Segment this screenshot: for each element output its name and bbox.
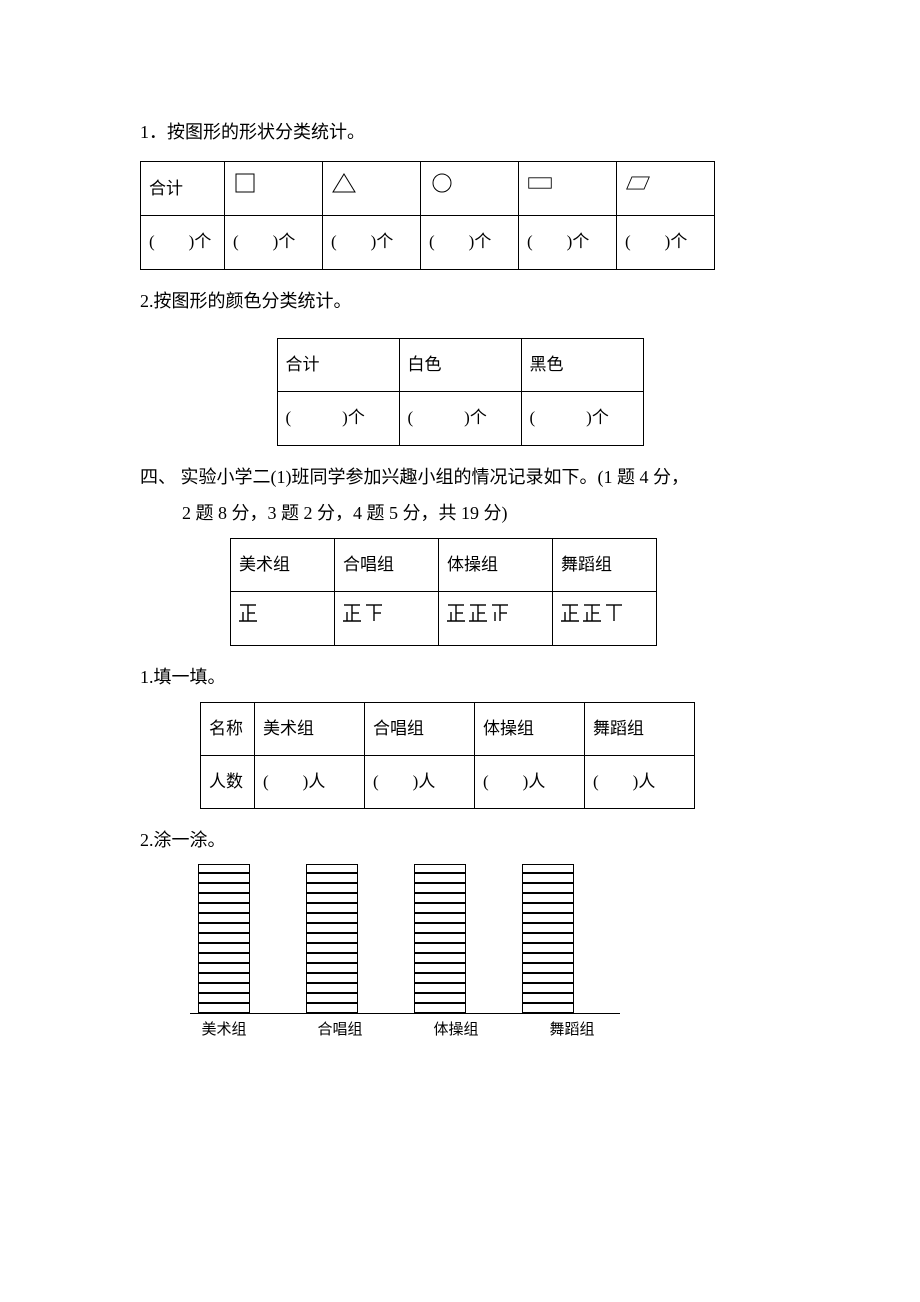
triangle-icon bbox=[331, 172, 357, 194]
q4-tally-3 bbox=[553, 592, 657, 645]
q4-g0: 美术组 bbox=[231, 538, 335, 591]
rectangle-icon bbox=[527, 172, 553, 194]
q2-h-white: 白色 bbox=[399, 338, 521, 391]
q4-s1-blank: ( )人 bbox=[365, 756, 475, 809]
bar-column bbox=[306, 864, 358, 1013]
bar-chart-bars bbox=[190, 864, 620, 1014]
q4-tally-header-row: 美术组 合唱组 体操组 舞蹈组 bbox=[231, 538, 657, 591]
q2-h-heji: 合计 bbox=[277, 338, 399, 391]
q4-sub2-heading: 2.涂一涂。 bbox=[140, 823, 780, 857]
bar-label-0: 美术组 bbox=[190, 1016, 258, 1045]
q1-blank-cell: ( )个 bbox=[323, 216, 421, 269]
square-icon bbox=[233, 172, 259, 194]
q2-table-header-row: 合计 白色 黑色 bbox=[277, 338, 643, 391]
q4-heading-line2: 2 题 8 分，3 题 2 分，4 题 5 分，共 19 分) bbox=[182, 496, 780, 530]
q4-sub1-heading: 1.填一填。 bbox=[140, 660, 780, 694]
q4-g2: 体操组 bbox=[439, 538, 553, 591]
q2-table: 合计 白色 黑色 ( )个 ( )个 ( )个 bbox=[277, 338, 644, 446]
q4-tally-value-row bbox=[231, 592, 657, 645]
q4-s1-name: 名称 bbox=[201, 702, 255, 755]
q1-h-circle bbox=[421, 162, 519, 216]
bar-column bbox=[198, 864, 250, 1013]
q1-h-rect bbox=[519, 162, 617, 216]
q1-blank-cell: ( )个 bbox=[421, 216, 519, 269]
q4-sub1-blank-row: 人数 ( )人 ( )人 ( )人 ( )人 bbox=[201, 756, 695, 809]
q4-s1-blank: ( )人 bbox=[255, 756, 365, 809]
bar-label-2: 体操组 bbox=[422, 1016, 490, 1045]
parallelogram-icon bbox=[625, 172, 651, 194]
q4-g1: 合唱组 bbox=[335, 538, 439, 591]
bar-column bbox=[522, 864, 574, 1013]
q4-s1-blank: ( )人 bbox=[475, 756, 585, 809]
q4-tally-table: 美术组 合唱组 体操组 舞蹈组 bbox=[230, 538, 657, 646]
circle-icon bbox=[429, 172, 455, 194]
q1-blank-cell: ( )个 bbox=[617, 216, 715, 269]
q4-sub1-header-row: 名称 美术组 合唱组 体操组 舞蹈组 bbox=[201, 702, 695, 755]
bar-chart: 美术组 合唱组 体操组 舞蹈组 bbox=[140, 864, 780, 1045]
q1-h-para bbox=[617, 162, 715, 216]
q4-s1-g2: 体操组 bbox=[475, 702, 585, 755]
bar-label-1: 合唱组 bbox=[306, 1016, 374, 1045]
q4-s1-g1: 合唱组 bbox=[365, 702, 475, 755]
q1-blank-cell: ( )个 bbox=[141, 216, 225, 269]
q4-tally-0 bbox=[231, 592, 335, 645]
q4-sub1-table: 名称 美术组 合唱组 体操组 舞蹈组 人数 ( )人 ( )人 ( )人 ( )… bbox=[200, 702, 695, 810]
q2-blank-cell: ( )个 bbox=[521, 392, 643, 445]
q2-table-blank-row: ( )个 ( )个 ( )个 bbox=[277, 392, 643, 445]
q4-heading-line1: 四、 实验小学二(1)班同学参加兴趣小组的情况记录如下。(1 题 4 分， bbox=[140, 460, 780, 494]
q1-table: 合计 ( )个 ( )个 ( )个 ( )个 ( )个 ( )个 bbox=[140, 161, 715, 270]
bar-column bbox=[414, 864, 466, 1013]
q1-blank-cell: ( )个 bbox=[519, 216, 617, 269]
q1-table-blank-row: ( )个 ( )个 ( )个 ( )个 ( )个 ( )个 bbox=[141, 216, 715, 269]
q1-blank-cell: ( )个 bbox=[225, 216, 323, 269]
q2-blank-cell: ( )个 bbox=[399, 392, 521, 445]
q4-g3: 舞蹈组 bbox=[553, 538, 657, 591]
q1-h-heji: 合计 bbox=[141, 162, 225, 216]
q1-heading: 1．按图形的形状分类统计。 bbox=[140, 115, 780, 149]
q4-tally-1 bbox=[335, 592, 439, 645]
bar-chart-labels: 美术组 合唱组 体操组 舞蹈组 bbox=[190, 1016, 620, 1045]
q4-s1-g3: 舞蹈组 bbox=[585, 702, 695, 755]
q1-table-header-row: 合计 bbox=[141, 162, 715, 216]
q2-h-black: 黑色 bbox=[521, 338, 643, 391]
bar-label-3: 舞蹈组 bbox=[538, 1016, 606, 1045]
q4-tally-2 bbox=[439, 592, 553, 645]
q2-blank-cell: ( )个 bbox=[277, 392, 399, 445]
q2-heading: 2.按图形的颜色分类统计。 bbox=[140, 284, 780, 318]
q4-s1-count: 人数 bbox=[201, 756, 255, 809]
q4-s1-g0: 美术组 bbox=[255, 702, 365, 755]
q1-h-triangle bbox=[323, 162, 421, 216]
q4-s1-blank: ( )人 bbox=[585, 756, 695, 809]
q1-h-square bbox=[225, 162, 323, 216]
